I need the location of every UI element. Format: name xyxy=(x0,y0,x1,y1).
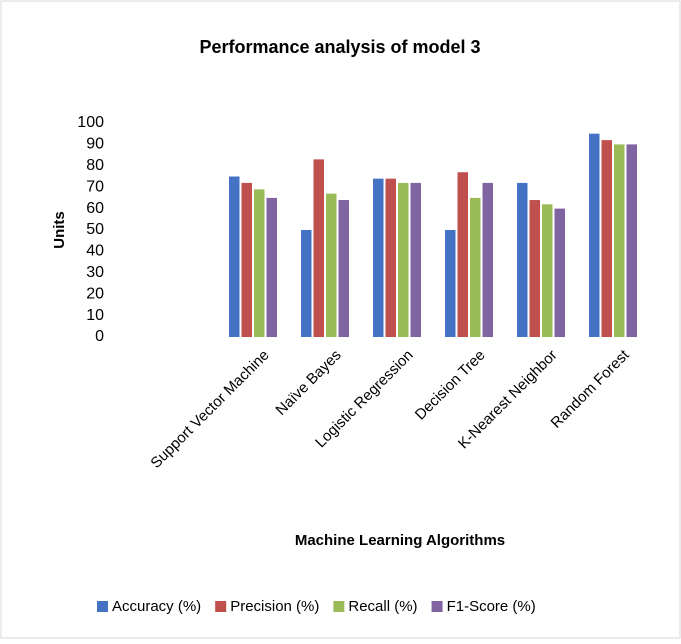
bar xyxy=(398,182,409,337)
bar xyxy=(445,230,456,337)
bar xyxy=(470,197,481,337)
bar xyxy=(229,176,240,337)
legend-swatch xyxy=(333,601,345,612)
bar xyxy=(338,200,349,337)
bar xyxy=(457,172,468,337)
legend-swatch xyxy=(97,601,108,612)
bar xyxy=(482,182,493,337)
bar xyxy=(626,144,637,337)
bar xyxy=(601,140,612,337)
bar xyxy=(254,189,265,337)
y-axis-title: Units xyxy=(51,211,68,249)
bar xyxy=(385,178,396,337)
legend-label: F1-Score (%) xyxy=(447,598,536,615)
bar xyxy=(614,144,625,337)
y-tick-label: 50 xyxy=(86,221,104,238)
legend-swatch xyxy=(215,601,227,612)
x-axis-title: Machine Learning Algorithms xyxy=(295,532,505,549)
bar xyxy=(517,182,528,337)
y-tick-label: 40 xyxy=(86,243,104,260)
bar xyxy=(326,193,337,337)
y-tick-label: 20 xyxy=(86,285,104,302)
bar xyxy=(542,204,553,337)
bar xyxy=(410,182,421,337)
legend-label: Precision (%) xyxy=(230,598,319,615)
y-tick-label: 0 xyxy=(95,328,104,345)
legend-label: Recall (%) xyxy=(348,598,417,615)
legend-label: Accuracy (%) xyxy=(112,598,201,615)
chart-title: Performance analysis of model 3 xyxy=(199,37,480,57)
bar xyxy=(313,159,324,337)
bar xyxy=(266,197,277,337)
y-tick-label: 100 xyxy=(77,114,104,131)
y-tick-label: 30 xyxy=(86,264,104,281)
y-tick-label: 10 xyxy=(86,307,104,324)
legend-swatch xyxy=(431,601,443,612)
y-tick-label: 60 xyxy=(86,200,104,217)
bar xyxy=(554,208,565,337)
bar xyxy=(301,230,312,337)
bar xyxy=(373,178,384,337)
y-tick-label: 90 xyxy=(86,136,104,153)
y-tick-label: 70 xyxy=(86,178,104,195)
bar xyxy=(589,133,600,337)
y-tick-label: 80 xyxy=(86,157,104,174)
bar xyxy=(241,182,252,337)
bar xyxy=(529,200,540,337)
